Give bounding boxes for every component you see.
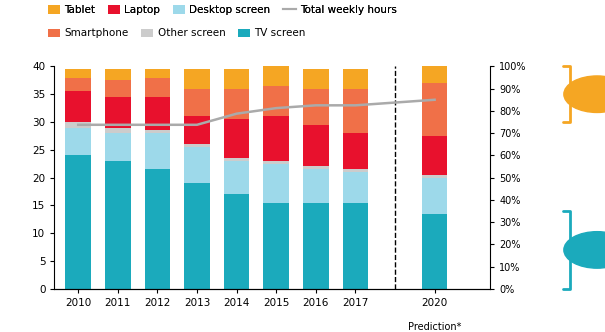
Bar: [224, 69, 249, 89]
Bar: [263, 66, 289, 86]
Bar: [224, 158, 249, 161]
Bar: [105, 69, 131, 80]
Bar: [224, 89, 249, 119]
Bar: [65, 155, 91, 289]
Bar: [105, 127, 131, 133]
Bar: [224, 194, 249, 289]
Bar: [105, 97, 131, 127]
Bar: [145, 130, 170, 133]
Bar: [184, 144, 210, 147]
Bar: [342, 69, 368, 89]
Bar: [342, 172, 368, 203]
Legend: Tablet, Laptop, Desktop screen, Total weekly hours: Tablet, Laptop, Desktop screen, Total we…: [48, 5, 397, 15]
Bar: [263, 117, 289, 161]
Bar: [65, 77, 91, 91]
Bar: [303, 89, 329, 125]
Bar: [422, 83, 448, 136]
Bar: [105, 133, 131, 161]
Bar: [184, 69, 210, 89]
Bar: [184, 147, 210, 183]
Bar: [303, 166, 329, 169]
Bar: [342, 203, 368, 289]
Bar: [263, 161, 289, 164]
Bar: [422, 178, 448, 214]
Bar: [422, 175, 448, 178]
Bar: [342, 169, 368, 172]
Bar: [145, 77, 170, 97]
Bar: [145, 133, 170, 169]
Bar: [422, 66, 448, 83]
Bar: [65, 127, 91, 155]
Bar: [422, 136, 448, 175]
Circle shape: [564, 232, 605, 268]
Bar: [224, 161, 249, 194]
Circle shape: [564, 76, 605, 113]
Bar: [303, 125, 329, 166]
Bar: [303, 203, 329, 289]
Legend: Smartphone, Other screen, TV screen: Smartphone, Other screen, TV screen: [48, 29, 306, 39]
Bar: [263, 164, 289, 203]
Bar: [224, 119, 249, 158]
Bar: [65, 122, 91, 127]
Bar: [342, 133, 368, 169]
Bar: [105, 80, 131, 97]
Bar: [145, 69, 170, 77]
Bar: [105, 161, 131, 289]
Bar: [342, 89, 368, 133]
Bar: [184, 89, 210, 117]
Bar: [303, 169, 329, 203]
Bar: [303, 69, 329, 89]
Text: Prediction*: Prediction*: [408, 322, 461, 332]
Bar: [184, 183, 210, 289]
Bar: [184, 117, 210, 144]
Bar: [422, 214, 448, 289]
Bar: [145, 97, 170, 130]
Bar: [65, 91, 91, 122]
Bar: [65, 69, 91, 77]
Bar: [263, 86, 289, 117]
Bar: [145, 169, 170, 289]
Bar: [263, 203, 289, 289]
